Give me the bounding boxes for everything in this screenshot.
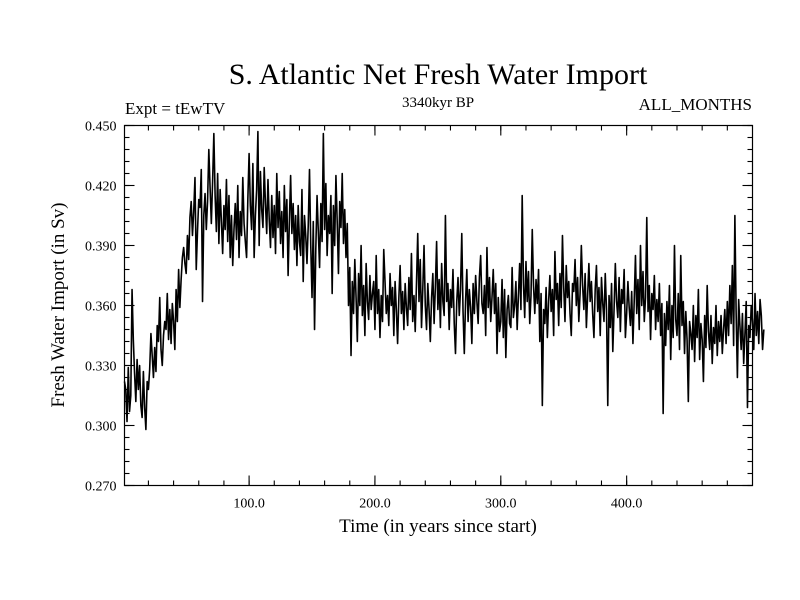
chart-subtitle-left: Expt = tEwTV [125, 99, 226, 118]
x-axis-label: Time (in years since start) [339, 516, 537, 537]
chart-subtitle-right: ALL_MONTHS [639, 95, 752, 114]
y-axis-label: Fresh Water Import (in Sv) [48, 203, 69, 408]
chart-subtitle-center: 3340kyr BP [402, 95, 474, 111]
plot-frame [123, 124, 754, 487]
y-tick-label: 0.450 [85, 120, 117, 135]
y-tick-label: 0.300 [85, 420, 117, 435]
y-tick-label: 0.360 [85, 300, 117, 315]
series-line [123, 130, 765, 431]
y-tick-label: 0.420 [85, 180, 117, 195]
y-tick-label: 0.390 [85, 240, 117, 255]
y-tick-label: 0.270 [85, 480, 117, 495]
x-tick-label: 300.0 [485, 497, 517, 512]
x-tick-label: 100.0 [233, 497, 265, 512]
x-tick-label: 400.0 [611, 497, 643, 512]
chart-title: S. Atlantic Net Fresh Water Import [229, 58, 648, 91]
x-tick-label: 200.0 [359, 497, 391, 512]
y-tick-label: 0.330 [85, 360, 117, 375]
tick-labels: 0.270 0.300 0.330 0.360 0.390 0.420 0.450 100.0… [85, 120, 642, 512]
